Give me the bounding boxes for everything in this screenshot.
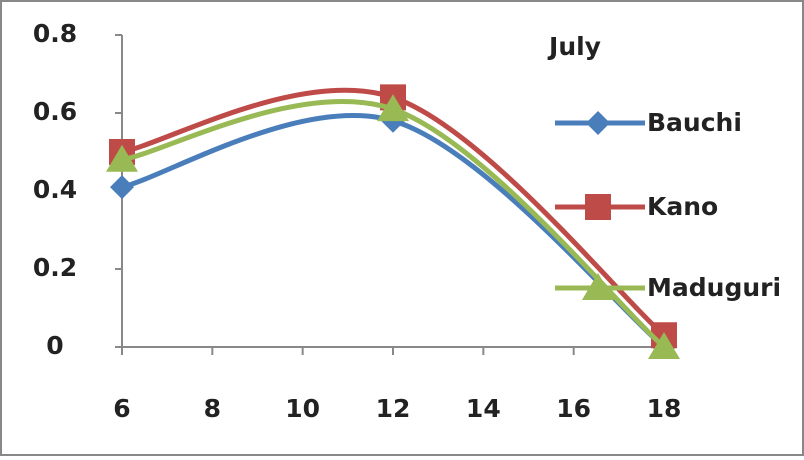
legend-label: Maduguri xyxy=(647,273,782,302)
x-tick-label: 16 xyxy=(556,394,591,423)
y-tick-label: 0 xyxy=(46,331,63,360)
legend-entry: Kano xyxy=(647,192,719,221)
legend-marker xyxy=(585,194,611,220)
x-tick-label: 6 xyxy=(113,394,130,423)
x-tick-label: 12 xyxy=(376,394,411,423)
y-tick-label: 0.4 xyxy=(33,175,77,204)
legend-label: Kano xyxy=(647,192,719,221)
legend-entry: Maduguri xyxy=(647,273,782,302)
chart-title: July xyxy=(547,32,601,61)
y-tick-label: 0.2 xyxy=(33,253,77,282)
y-tick-label: 0.8 xyxy=(33,19,77,48)
x-tick-label: 18 xyxy=(647,394,682,423)
x-tick-label: 8 xyxy=(204,394,221,423)
marker xyxy=(106,144,138,172)
legend-label: Bauchi xyxy=(647,108,742,137)
marker xyxy=(110,175,134,200)
legend-marker xyxy=(582,273,614,300)
y-tick-label: 0.6 xyxy=(33,97,77,126)
x-tick-label: 14 xyxy=(466,394,501,423)
marker xyxy=(648,332,680,359)
marker xyxy=(377,94,409,122)
x-tick-label: 10 xyxy=(285,394,320,423)
legend-entry: Bauchi xyxy=(647,108,742,137)
legend-marker xyxy=(586,111,610,135)
